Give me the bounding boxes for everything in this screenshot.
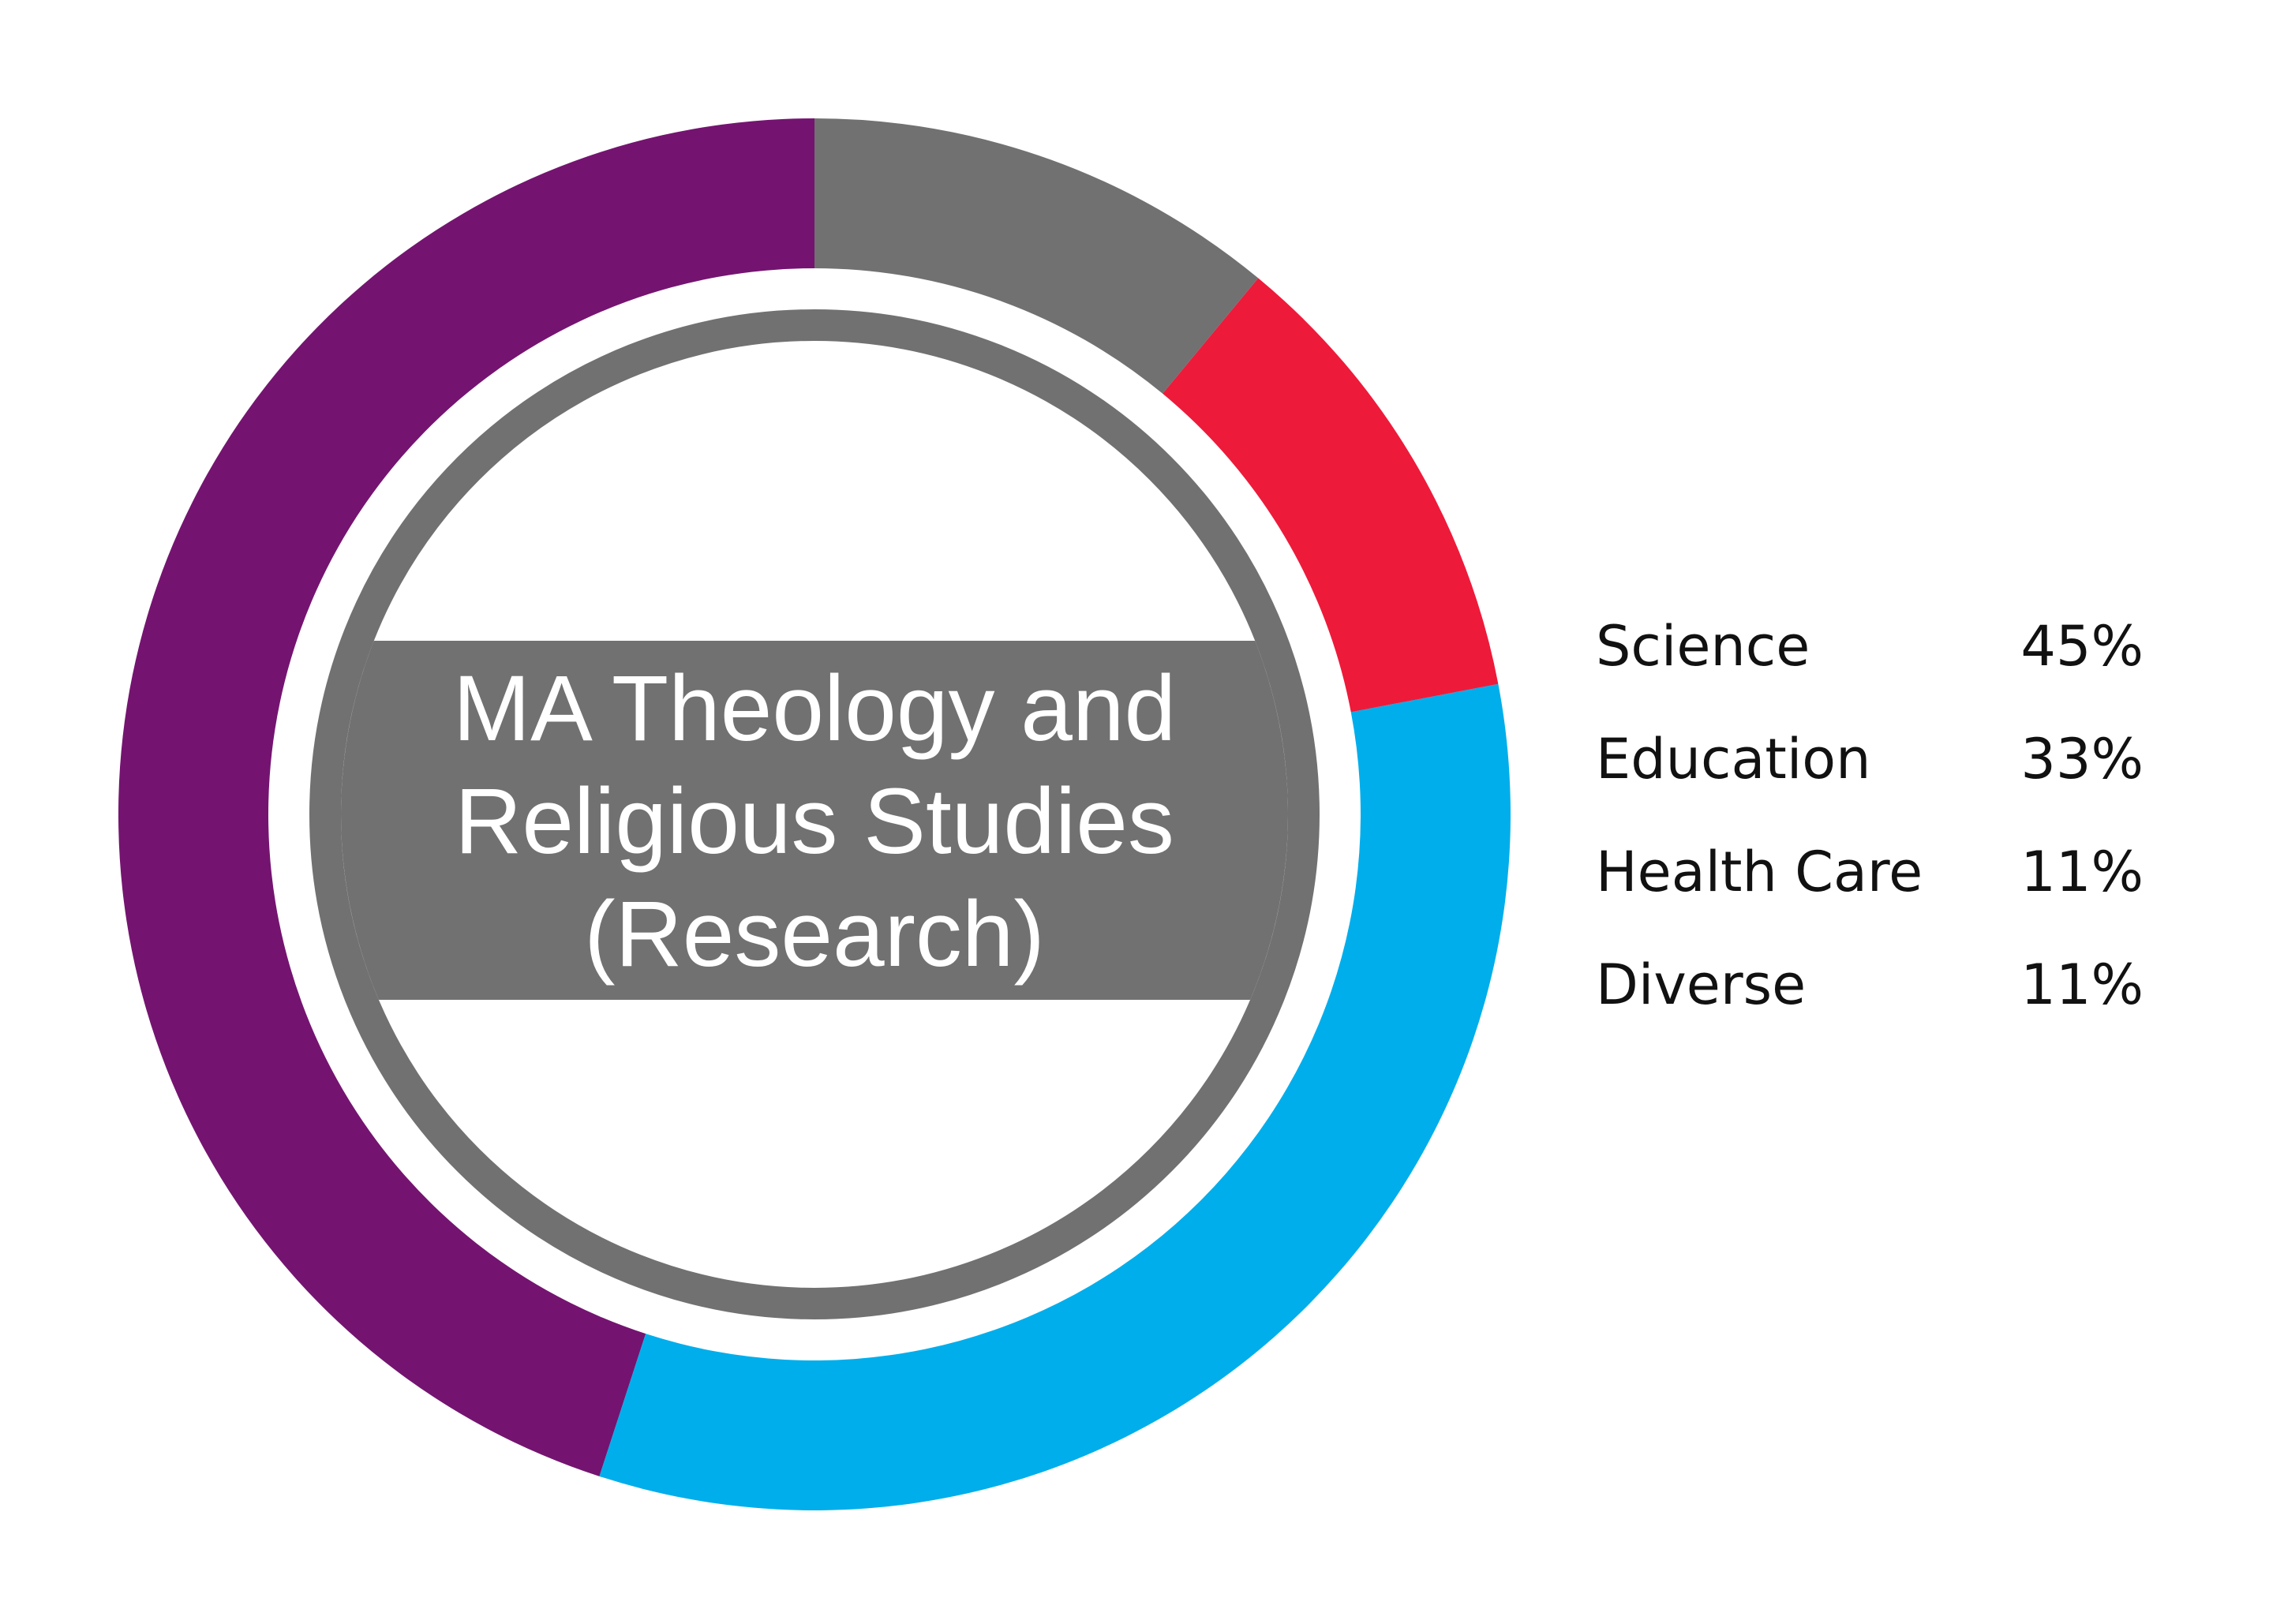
center-label-line-1: MA Theology and bbox=[453, 657, 1176, 761]
center-label-line-2: Religious Studies bbox=[455, 769, 1174, 874]
donut-segments bbox=[118, 118, 1511, 1510]
legend-label-science: Science bbox=[1596, 614, 1810, 679]
center-ring bbox=[309, 309, 1320, 1319]
legend-label-diverse: Diverse bbox=[1596, 952, 1806, 1017]
donut-segment-health-care bbox=[1163, 278, 1499, 713]
legend-value-science: 45% bbox=[2020, 614, 2144, 679]
donut-segment-education bbox=[599, 683, 1511, 1510]
donut-segment-diverse bbox=[814, 118, 1259, 394]
center-label-band bbox=[341, 641, 1288, 1000]
legend-value-health-care: 11% bbox=[2020, 840, 2144, 904]
donut-segment-science bbox=[118, 118, 815, 1476]
center-label-line-3: (Research) bbox=[584, 882, 1045, 986]
legend-value-education: 33% bbox=[2020, 727, 2144, 791]
legend-label-health-care: Health Care bbox=[1596, 840, 1923, 904]
legend-label-education: Education bbox=[1596, 727, 1871, 791]
legend: Science 45% Education 33% Health Care 11% Dive… bbox=[1596, 614, 2144, 1017]
legend-value-diverse: 11% bbox=[2020, 952, 2144, 1017]
center-graphic: MA Theology and Religious Studies (Resea… bbox=[309, 309, 1320, 1319]
